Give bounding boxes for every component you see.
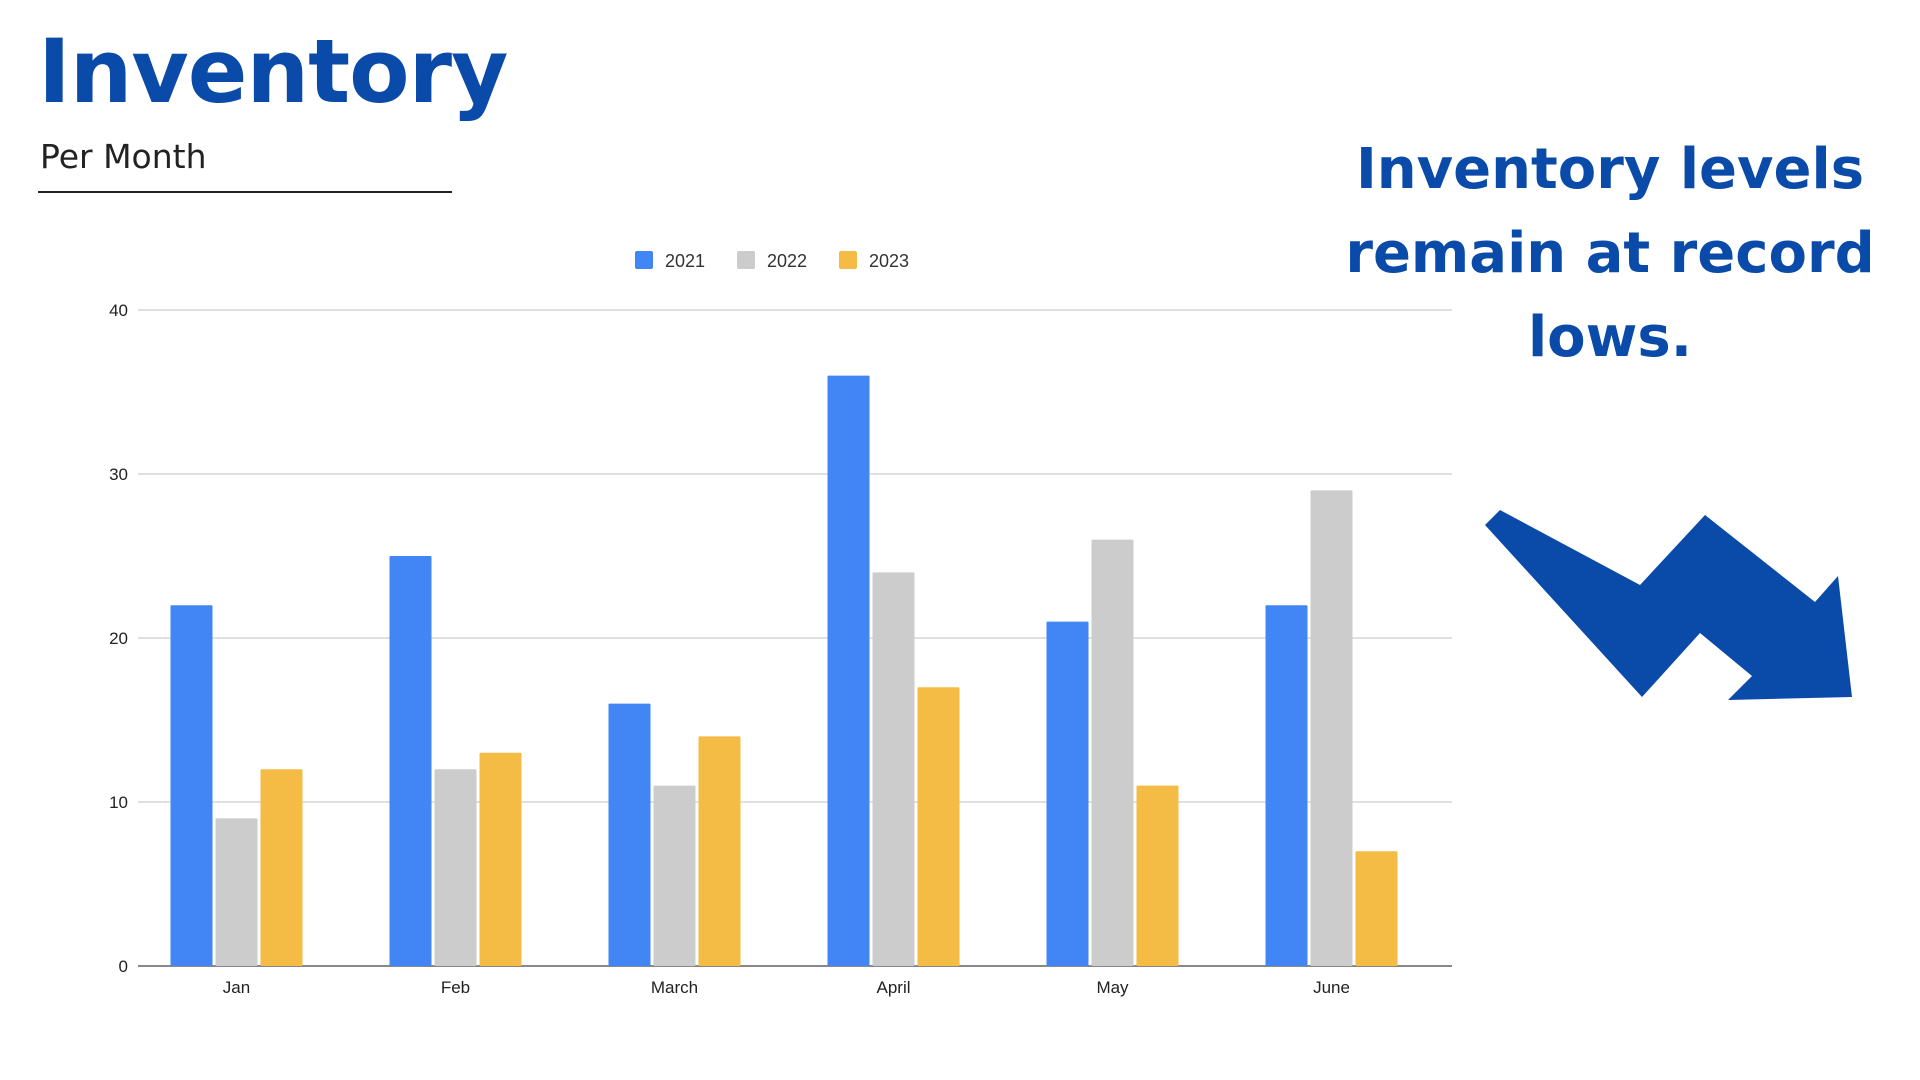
x-tick-label: Jan bbox=[223, 978, 250, 997]
x-tick-label: June bbox=[1313, 978, 1350, 997]
bar-chart: 0 10 20 30 40 Jan Feb March April May June 2021 2022… bbox=[109, 251, 1452, 997]
legend-swatch-2023 bbox=[839, 251, 857, 269]
x-tick-label: May bbox=[1096, 978, 1129, 997]
bar-2022-feb bbox=[434, 769, 477, 966]
x-tick-label: March bbox=[651, 978, 698, 997]
bar-2022-may bbox=[1091, 539, 1134, 966]
bar-2022-march bbox=[653, 785, 696, 966]
bar-2022-june bbox=[1310, 490, 1353, 966]
bar-2023-jan bbox=[260, 769, 303, 966]
bar-2021-april bbox=[827, 375, 870, 967]
page-subtitle: Per Month bbox=[40, 137, 207, 176]
bar-2021-jan bbox=[170, 605, 213, 966]
y-tick-label: 0 bbox=[119, 957, 128, 976]
legend-label-2021: 2021 bbox=[665, 251, 705, 271]
bar-2023-april bbox=[917, 687, 960, 966]
y-tick-label: 10 bbox=[109, 793, 128, 812]
callout-text: Inventory levels remain at record lows. bbox=[1345, 137, 1875, 370]
x-tick-label: Feb bbox=[441, 978, 470, 997]
page-title: Inventory bbox=[38, 20, 508, 123]
title-divider bbox=[38, 191, 452, 193]
bar-2021-may bbox=[1046, 621, 1089, 966]
bar-2021-june bbox=[1265, 605, 1308, 966]
y-tick-label: 30 bbox=[109, 465, 128, 484]
y-tick-label: 20 bbox=[109, 629, 128, 648]
bar-2023-march bbox=[698, 736, 741, 966]
bar-2023-june bbox=[1355, 851, 1398, 966]
legend-label-2022: 2022 bbox=[767, 251, 807, 271]
bar-2023-may bbox=[1136, 785, 1179, 966]
bar-2023-feb bbox=[479, 752, 522, 966]
arrow-shape bbox=[1485, 510, 1852, 700]
x-tick-label: April bbox=[876, 978, 910, 997]
legend-swatch-2022 bbox=[737, 251, 755, 269]
legend-label-2023: 2023 bbox=[869, 251, 909, 271]
downward-zigzag-arrow-icon bbox=[1485, 510, 1852, 700]
bar-2022-jan bbox=[215, 818, 258, 966]
y-tick-label: 40 bbox=[109, 301, 128, 320]
legend-swatch-2021 bbox=[635, 251, 653, 269]
bar-2021-feb bbox=[389, 556, 432, 966]
bar-2021-march bbox=[608, 703, 651, 966]
bar-2022-april bbox=[872, 572, 915, 966]
